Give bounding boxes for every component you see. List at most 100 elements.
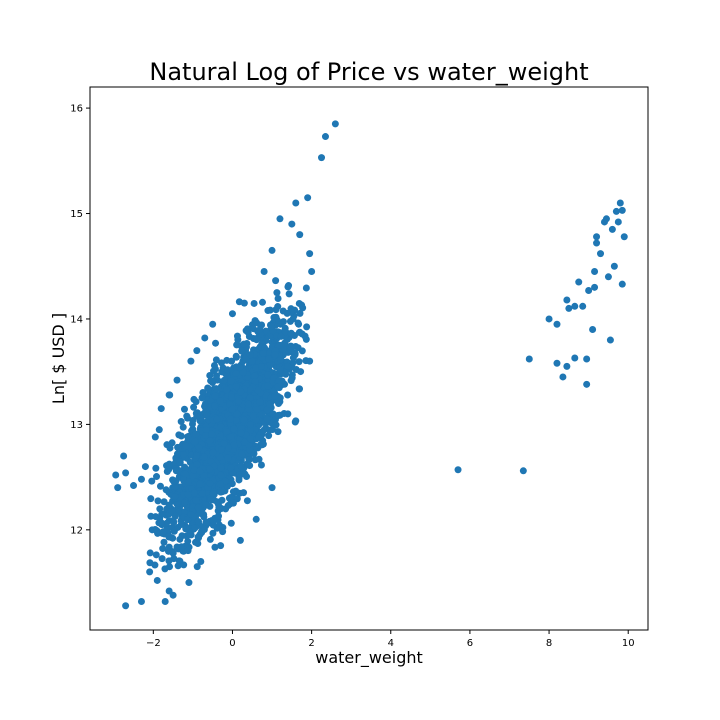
- cluster-point: [248, 357, 256, 365]
- cluster-point: [263, 406, 271, 414]
- data-point: [604, 273, 612, 281]
- cluster-point: [211, 402, 219, 410]
- cluster-point: [159, 528, 167, 536]
- cluster-point: [158, 555, 166, 563]
- cluster-point: [271, 351, 279, 359]
- cluster-point: [207, 496, 215, 504]
- data-point: [217, 542, 225, 550]
- data-point: [306, 250, 314, 258]
- data-point: [157, 405, 165, 413]
- data-point: [292, 199, 300, 207]
- cluster-point: [171, 483, 179, 491]
- cluster-point: [298, 330, 306, 338]
- cluster-point: [180, 451, 188, 459]
- cluster-point: [230, 425, 238, 433]
- cluster-point: [190, 466, 198, 474]
- x-axis-label: water_weight: [315, 648, 423, 668]
- data-point: [120, 452, 128, 460]
- cluster-point: [187, 511, 195, 519]
- chart-title: Natural Log of Price vs water_weight: [149, 58, 588, 86]
- cluster-point: [194, 518, 202, 526]
- cluster-point: [189, 416, 197, 424]
- cluster-point: [264, 371, 272, 379]
- cluster-point: [176, 458, 184, 466]
- data-point: [608, 225, 616, 233]
- data-point: [331, 120, 339, 128]
- cluster-point: [160, 538, 168, 546]
- cluster-point: [274, 303, 282, 311]
- cluster-point: [215, 503, 223, 511]
- cluster-point: [190, 395, 198, 403]
- data-point: [288, 220, 296, 228]
- data-point: [137, 475, 145, 483]
- cluster-point: [224, 502, 232, 510]
- cluster-point: [238, 347, 246, 355]
- cluster-point: [218, 446, 226, 454]
- cluster-point: [250, 299, 258, 307]
- cluster-point: [298, 347, 306, 355]
- data-point: [137, 598, 145, 606]
- cluster-point: [232, 383, 240, 391]
- cluster-point: [228, 405, 236, 413]
- cluster-point: [212, 385, 220, 393]
- cluster-point: [184, 490, 192, 498]
- cluster-point: [200, 453, 208, 461]
- cluster-point: [298, 301, 306, 309]
- cluster-point: [296, 309, 304, 317]
- data-point: [563, 362, 571, 370]
- data-point: [228, 310, 236, 318]
- cluster-point: [247, 435, 255, 443]
- cluster-point: [295, 358, 303, 366]
- cluster-point: [277, 355, 285, 363]
- x-axis-ticks: −2 0 2 4 6 8 10: [146, 630, 635, 649]
- cluster-point: [184, 478, 192, 486]
- cluster-point: [287, 329, 295, 337]
- cluster-point: [181, 499, 189, 507]
- cluster-point: [275, 341, 283, 349]
- cluster-point: [211, 365, 219, 373]
- cluster-point: [156, 482, 164, 490]
- cluster-point: [260, 426, 268, 434]
- cluster-point: [292, 417, 300, 425]
- cluster-point: [256, 398, 264, 406]
- cluster-point: [274, 411, 282, 419]
- cluster-point: [165, 533, 173, 541]
- x-tick-label: 2: [308, 638, 314, 649]
- data-point: [571, 302, 579, 310]
- cluster-point: [238, 450, 246, 458]
- data-point: [268, 246, 276, 254]
- cluster-point: [237, 462, 245, 470]
- cluster-point: [264, 307, 272, 315]
- data-point: [112, 471, 120, 479]
- cluster-point: [215, 512, 223, 520]
- cluster-point: [166, 444, 174, 452]
- data-point: [165, 391, 173, 399]
- cluster-point: [192, 497, 200, 505]
- x-tick-label: 10: [622, 638, 635, 649]
- cluster-point: [259, 349, 267, 357]
- data-point: [593, 233, 601, 241]
- data-point: [591, 268, 599, 276]
- data-point: [575, 278, 583, 286]
- cluster-point: [157, 519, 165, 527]
- cluster-point: [169, 476, 177, 484]
- data-point: [597, 250, 605, 258]
- data-point: [553, 320, 561, 328]
- cluster-point: [198, 394, 206, 402]
- cluster-point: [228, 357, 236, 365]
- data-point: [268, 484, 276, 492]
- cluster-point: [151, 561, 159, 569]
- cluster-point: [220, 440, 228, 448]
- cluster-point: [148, 477, 156, 485]
- cluster-point: [255, 455, 263, 463]
- cluster-point: [223, 386, 231, 394]
- data-point: [284, 362, 292, 370]
- data-point: [304, 194, 312, 202]
- cluster-point: [209, 517, 217, 525]
- cluster-point: [206, 437, 214, 445]
- cluster-point: [245, 456, 253, 464]
- cluster-point: [235, 397, 243, 405]
- cluster-point: [244, 328, 252, 336]
- data-point: [308, 268, 316, 276]
- cluster-point: [201, 432, 209, 439]
